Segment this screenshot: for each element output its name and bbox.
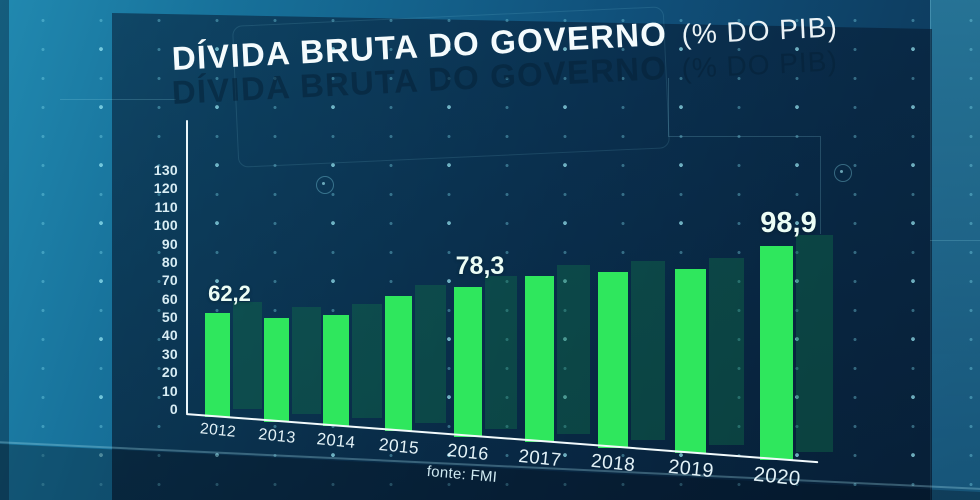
y-tick-label: 130	[153, 161, 178, 178]
y-tick-label: 100	[153, 217, 178, 234]
y-tick-label: 70	[161, 272, 178, 289]
y-tick-label: 80	[161, 253, 178, 270]
bar-value-label: 62,2	[208, 281, 251, 307]
y-tick-label: 20	[161, 364, 178, 381]
y-axis-line	[186, 120, 189, 414]
y-tick-label: 110	[154, 198, 178, 215]
x-tick-label: 2015	[377, 434, 420, 459]
frame-line-vertical-2	[820, 136, 821, 234]
y-tick-label: 30	[161, 345, 178, 362]
frame-line-horizontal-3	[60, 99, 176, 100]
y-tick-label: 120	[153, 180, 178, 197]
frame-line-vertical-1	[668, 78, 669, 136]
frame-line-horizontal-2	[930, 240, 980, 241]
bar	[205, 313, 230, 418]
bar-shadow	[233, 302, 262, 410]
bar	[385, 295, 412, 432]
y-tick-label: 50	[161, 309, 178, 326]
bar	[264, 317, 289, 422]
target-dot-icon	[316, 176, 334, 194]
y-tick-label: 60	[161, 290, 178, 307]
y-tick-label: 40	[161, 327, 178, 344]
bar-shadow	[415, 284, 446, 424]
bar-shadow	[709, 257, 744, 446]
bar	[454, 286, 482, 437]
bar-shadow	[631, 261, 665, 440]
bar-shadow	[796, 235, 833, 453]
bar-shadow	[352, 304, 382, 419]
bar-value-label: 98,9	[760, 207, 817, 240]
bar	[598, 272, 628, 448]
bar	[760, 246, 793, 461]
bar	[675, 268, 706, 454]
bar-shadow	[485, 275, 517, 429]
x-tick-label: 2019	[666, 456, 715, 483]
frame-line-horizontal-1	[668, 136, 820, 137]
x-tick-label: 2016	[446, 439, 490, 464]
bar	[525, 275, 554, 442]
x-tick-label: 2020	[751, 462, 802, 491]
y-tick-label: 90	[161, 235, 178, 252]
chart-title-suffix: (% DO PIB)	[680, 11, 839, 51]
x-tick-label: 2014	[315, 429, 357, 453]
bar-value-label: 78,3	[455, 251, 505, 280]
target-dot-icon	[834, 164, 852, 182]
bar-shadow	[557, 264, 590, 434]
bar-shadow	[292, 306, 321, 414]
y-tick-label: 0	[169, 401, 178, 417]
y-tick-label: 10	[161, 382, 178, 399]
x-tick-label: 2017	[517, 444, 563, 471]
x-tick-label: 2018	[589, 450, 637, 476]
bar	[323, 315, 349, 427]
